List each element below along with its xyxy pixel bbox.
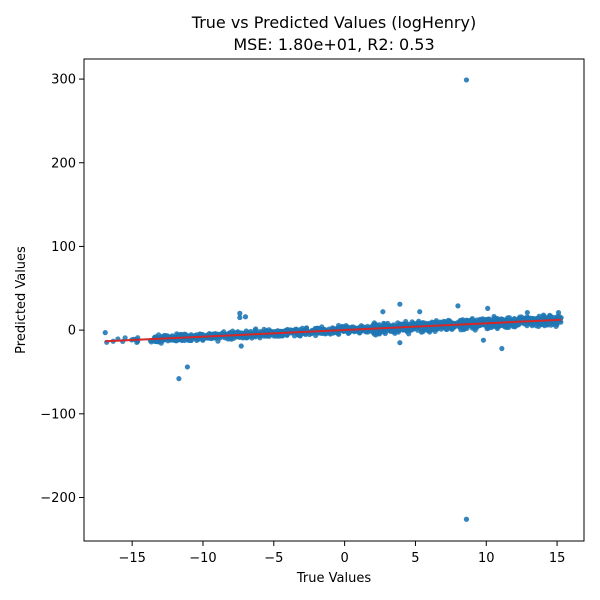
fit-line-group xyxy=(105,318,562,343)
scatter-point xyxy=(276,333,282,339)
x-tick-label: 5 xyxy=(411,551,419,566)
scatter-point xyxy=(370,321,377,328)
y-tick-label: 300 xyxy=(51,73,76,88)
scatter-point xyxy=(315,325,321,331)
scatter-point xyxy=(431,326,437,333)
scatter-point xyxy=(404,321,410,328)
scatter-point-outlier xyxy=(176,376,182,382)
scatter-point xyxy=(356,330,362,336)
scatter-point-outlier xyxy=(397,301,403,307)
y-tick-label: 100 xyxy=(51,240,76,255)
y-tick-label: −200 xyxy=(40,491,76,506)
scatter-point xyxy=(464,318,470,324)
scatter-point xyxy=(458,327,464,333)
scatter-point xyxy=(485,316,491,322)
y-tick-label: −100 xyxy=(40,407,76,422)
scatter-point xyxy=(395,320,401,326)
scatter-point xyxy=(271,333,277,339)
scatter-point-outlier xyxy=(238,343,244,349)
x-tick-label: −15 xyxy=(118,551,145,566)
scatter-point-outlier xyxy=(242,314,249,320)
scatter-point xyxy=(341,324,347,330)
scatter-point xyxy=(444,326,450,332)
y-axis-ticks: −200 −100 0 100 200 300 xyxy=(40,73,84,506)
scatter-point-outlier xyxy=(455,303,461,309)
y-tick-label: 0 xyxy=(68,324,76,339)
scatter-point-outlier xyxy=(417,309,423,315)
scatter-point xyxy=(261,326,267,332)
scatter-point xyxy=(548,314,555,320)
scatter-point xyxy=(122,335,128,341)
scatter-point-outlier xyxy=(237,314,243,321)
x-axis-label: True Values xyxy=(296,571,371,586)
scatter-point xyxy=(486,325,492,331)
scatter-point-outlier xyxy=(102,330,108,336)
y-axis-label: Predicted Values xyxy=(14,246,29,354)
scatter-point xyxy=(297,333,303,339)
scatter-point-outlier xyxy=(184,364,190,370)
scatter-point-outlier xyxy=(485,305,491,311)
scatter-point xyxy=(385,320,391,326)
scatter-point xyxy=(392,330,398,336)
scatter-point-outlier xyxy=(555,309,562,316)
scatter-point xyxy=(536,313,542,319)
x-tick-label: 15 xyxy=(549,551,566,566)
x-axis-ticks: −15 −10 −5 0 5 10 15 xyxy=(118,541,565,566)
scatter-point xyxy=(188,337,194,344)
x-tick-label: −10 xyxy=(189,551,216,566)
scatter-point xyxy=(554,321,560,327)
x-tick-label: −5 xyxy=(264,551,283,566)
fit-line xyxy=(105,318,562,343)
scatter-point xyxy=(402,327,408,333)
scatter-point xyxy=(415,327,421,333)
scatter-point xyxy=(548,322,554,328)
x-tick-label: 0 xyxy=(340,551,348,566)
scatter-point-outlier xyxy=(524,309,530,316)
scatter-point-outlier xyxy=(463,77,470,83)
scatter-point xyxy=(409,319,415,325)
scatter-point-outlier xyxy=(380,309,386,315)
chart-subtitle: MSE: 1.80e+01, R2: 0.53 xyxy=(233,35,434,54)
scatter-point xyxy=(464,325,470,331)
chart-title: True vs Predicted Values (logHenry) xyxy=(191,13,476,32)
scatter-point xyxy=(496,323,502,329)
scatter-point-outlier xyxy=(463,516,470,522)
scatter-point xyxy=(416,318,422,324)
scatter-point xyxy=(445,317,451,324)
y-tick-label: 200 xyxy=(51,156,76,171)
scatter-point-outlier xyxy=(499,345,505,352)
scatter-point xyxy=(373,332,379,338)
scatter-point xyxy=(472,327,478,333)
scatter-point xyxy=(540,314,547,321)
scatter-point-outlier xyxy=(237,310,243,316)
plot-frame xyxy=(83,58,585,542)
scatter-point xyxy=(391,322,397,328)
scatter-point xyxy=(510,322,516,328)
scatter-point-outlier xyxy=(397,340,403,346)
x-tick-label: 10 xyxy=(478,551,495,566)
scatter-point xyxy=(477,316,483,323)
scatter-point xyxy=(515,322,521,328)
scatter-point-outlier xyxy=(480,337,487,343)
